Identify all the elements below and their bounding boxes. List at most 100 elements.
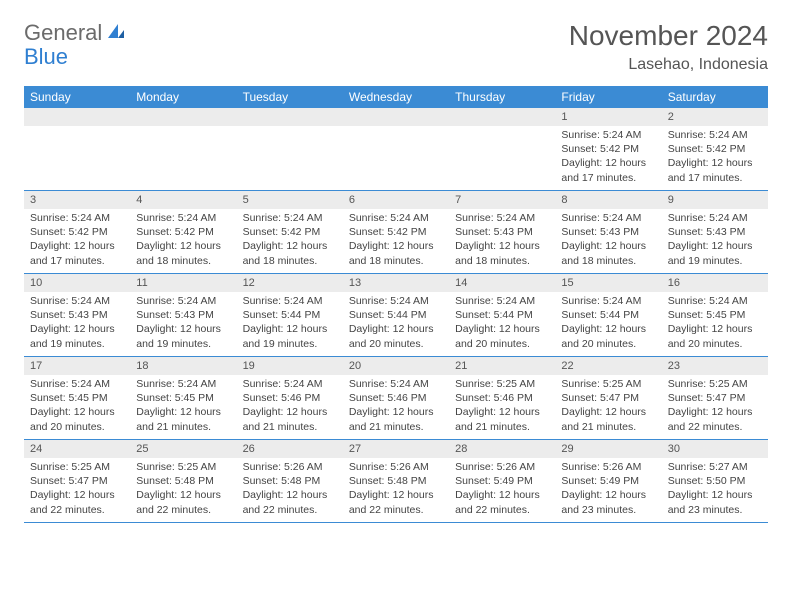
month-title: November 2024 [569,20,768,52]
sunrise-text: Sunrise: 5:24 AM [136,377,230,391]
day-number: 4 [130,191,236,209]
calendar-cell: 18Sunrise: 5:24 AMSunset: 5:45 PMDayligh… [130,357,236,439]
sunset-text: Sunset: 5:43 PM [136,308,230,322]
day-number [24,108,130,126]
calendar-cell [343,108,449,190]
day-header: Thursday [449,86,555,108]
day-number: 22 [555,357,661,375]
sunrise-text: Sunrise: 5:24 AM [668,211,762,225]
day-number: 16 [662,274,768,292]
day-number: 27 [343,440,449,458]
cell-body: Sunrise: 5:24 AMSunset: 5:43 PMDaylight:… [24,292,130,355]
sunrise-text: Sunrise: 5:24 AM [243,211,337,225]
calendar-cell: 16Sunrise: 5:24 AMSunset: 5:45 PMDayligh… [662,274,768,356]
day-number: 19 [237,357,343,375]
sunrise-text: Sunrise: 5:24 AM [455,211,549,225]
daylight-text: Daylight: 12 hours and 18 minutes. [349,239,443,267]
day-header: Saturday [662,86,768,108]
sunset-text: Sunset: 5:45 PM [136,391,230,405]
sunrise-text: Sunrise: 5:24 AM [30,211,124,225]
daylight-text: Daylight: 12 hours and 22 minutes. [136,488,230,516]
cell-body: Sunrise: 5:24 AMSunset: 5:45 PMDaylight:… [24,375,130,438]
sunset-text: Sunset: 5:46 PM [243,391,337,405]
day-header: Wednesday [343,86,449,108]
daylight-text: Daylight: 12 hours and 21 minutes. [136,405,230,433]
sunrise-text: Sunrise: 5:25 AM [30,460,124,474]
cell-body [449,126,555,132]
daylight-text: Daylight: 12 hours and 22 minutes. [243,488,337,516]
sunrise-text: Sunrise: 5:24 AM [30,294,124,308]
sunset-text: Sunset: 5:44 PM [243,308,337,322]
daylight-text: Daylight: 12 hours and 21 minutes. [349,405,443,433]
cell-body: Sunrise: 5:24 AMSunset: 5:42 PMDaylight:… [662,126,768,189]
sunset-text: Sunset: 5:42 PM [668,142,762,156]
cell-body: Sunrise: 5:24 AMSunset: 5:42 PMDaylight:… [555,126,661,189]
logo-sail-icon [106,22,126,45]
calendar-cell [449,108,555,190]
cell-body: Sunrise: 5:25 AMSunset: 5:48 PMDaylight:… [130,458,236,521]
daylight-text: Daylight: 12 hours and 20 minutes. [455,322,549,350]
sunset-text: Sunset: 5:46 PM [455,391,549,405]
daylight-text: Daylight: 12 hours and 20 minutes. [561,322,655,350]
cell-body: Sunrise: 5:25 AMSunset: 5:47 PMDaylight:… [555,375,661,438]
daylight-text: Daylight: 12 hours and 22 minutes. [668,405,762,433]
cell-body [130,126,236,132]
day-number: 9 [662,191,768,209]
daylight-text: Daylight: 12 hours and 22 minutes. [455,488,549,516]
sunrise-text: Sunrise: 5:25 AM [668,377,762,391]
location: Lasehao, Indonesia [569,56,768,74]
cell-body: Sunrise: 5:24 AMSunset: 5:45 PMDaylight:… [662,292,768,355]
sunset-text: Sunset: 5:47 PM [561,391,655,405]
sunrise-text: Sunrise: 5:26 AM [243,460,337,474]
sunrise-text: Sunrise: 5:24 AM [668,128,762,142]
daylight-text: Daylight: 12 hours and 18 minutes. [561,239,655,267]
daylight-text: Daylight: 12 hours and 23 minutes. [561,488,655,516]
calendar-cell: 29Sunrise: 5:26 AMSunset: 5:49 PMDayligh… [555,440,661,522]
daylight-text: Daylight: 12 hours and 23 minutes. [668,488,762,516]
daylight-text: Daylight: 12 hours and 17 minutes. [30,239,124,267]
sunset-text: Sunset: 5:48 PM [349,474,443,488]
cell-body: Sunrise: 5:24 AMSunset: 5:44 PMDaylight:… [555,292,661,355]
cell-body: Sunrise: 5:24 AMSunset: 5:43 PMDaylight:… [555,209,661,272]
sunset-text: Sunset: 5:44 PM [561,308,655,322]
day-number: 13 [343,274,449,292]
day-number: 1 [555,108,661,126]
daylight-text: Daylight: 12 hours and 22 minutes. [349,488,443,516]
day-number: 10 [24,274,130,292]
sunrise-text: Sunrise: 5:24 AM [561,294,655,308]
cell-body: Sunrise: 5:24 AMSunset: 5:44 PMDaylight:… [343,292,449,355]
cell-body: Sunrise: 5:24 AMSunset: 5:46 PMDaylight:… [343,375,449,438]
daylight-text: Daylight: 12 hours and 21 minutes. [455,405,549,433]
sunset-text: Sunset: 5:42 PM [243,225,337,239]
daylight-text: Daylight: 12 hours and 17 minutes. [668,156,762,184]
calendar-cell [237,108,343,190]
logo-text-general: General [24,20,102,46]
daylight-text: Daylight: 12 hours and 22 minutes. [30,488,124,516]
daylight-text: Daylight: 12 hours and 19 minutes. [243,322,337,350]
calendar-cell: 3Sunrise: 5:24 AMSunset: 5:42 PMDaylight… [24,191,130,273]
day-header-row: Sunday Monday Tuesday Wednesday Thursday… [24,86,768,108]
cell-body [343,126,449,132]
header: General November 2024 Lasehao, Indonesia [24,20,768,74]
sunset-text: Sunset: 5:49 PM [561,474,655,488]
calendar: Sunday Monday Tuesday Wednesday Thursday… [24,86,768,523]
cell-body: Sunrise: 5:24 AMSunset: 5:42 PMDaylight:… [343,209,449,272]
calendar-cell: 15Sunrise: 5:24 AMSunset: 5:44 PMDayligh… [555,274,661,356]
day-number: 26 [237,440,343,458]
day-number: 15 [555,274,661,292]
calendar-cell: 27Sunrise: 5:26 AMSunset: 5:48 PMDayligh… [343,440,449,522]
daylight-text: Daylight: 12 hours and 18 minutes. [455,239,549,267]
daylight-text: Daylight: 12 hours and 20 minutes. [349,322,443,350]
sunset-text: Sunset: 5:45 PM [30,391,124,405]
daylight-text: Daylight: 12 hours and 20 minutes. [30,405,124,433]
calendar-week: 17Sunrise: 5:24 AMSunset: 5:45 PMDayligh… [24,357,768,440]
calendar-cell: 12Sunrise: 5:24 AMSunset: 5:44 PMDayligh… [237,274,343,356]
calendar-cell: 28Sunrise: 5:26 AMSunset: 5:49 PMDayligh… [449,440,555,522]
daylight-text: Daylight: 12 hours and 18 minutes. [243,239,337,267]
calendar-cell: 1Sunrise: 5:24 AMSunset: 5:42 PMDaylight… [555,108,661,190]
calendar-cell: 8Sunrise: 5:24 AMSunset: 5:43 PMDaylight… [555,191,661,273]
day-number [449,108,555,126]
day-header: Sunday [24,86,130,108]
sunset-text: Sunset: 5:42 PM [561,142,655,156]
sunrise-text: Sunrise: 5:24 AM [349,211,443,225]
